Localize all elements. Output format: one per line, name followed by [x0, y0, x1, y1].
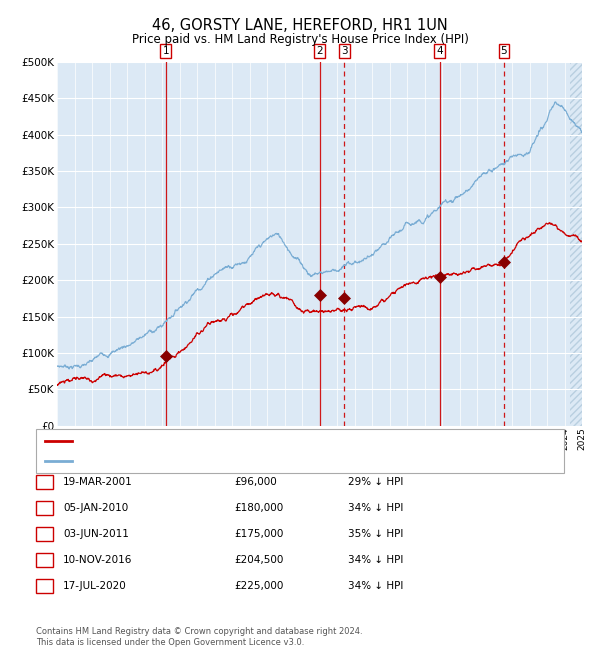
Text: 10-NOV-2016: 10-NOV-2016	[63, 555, 133, 566]
Text: £96,000: £96,000	[234, 477, 277, 488]
Text: 17-JUL-2020: 17-JUL-2020	[63, 581, 127, 592]
Text: 1: 1	[41, 477, 48, 488]
Text: 3: 3	[341, 46, 347, 57]
Text: 34% ↓ HPI: 34% ↓ HPI	[348, 503, 403, 514]
Text: 4: 4	[436, 46, 443, 57]
Text: Price paid vs. HM Land Registry's House Price Index (HPI): Price paid vs. HM Land Registry's House …	[131, 32, 469, 46]
Text: 5: 5	[41, 581, 48, 592]
Text: 34% ↓ HPI: 34% ↓ HPI	[348, 555, 403, 566]
Text: 46, GORSTY LANE, HEREFORD, HR1 1UN: 46, GORSTY LANE, HEREFORD, HR1 1UN	[152, 18, 448, 33]
Text: 35% ↓ HPI: 35% ↓ HPI	[348, 529, 403, 539]
Bar	[570, 62, 582, 426]
Text: 4: 4	[41, 555, 48, 566]
Text: 2: 2	[41, 503, 48, 514]
Text: 3: 3	[41, 529, 48, 539]
Text: £225,000: £225,000	[234, 581, 283, 592]
Text: 34% ↓ HPI: 34% ↓ HPI	[348, 581, 403, 592]
Text: 46, GORSTY LANE, HEREFORD, HR1 1UN (detached house): 46, GORSTY LANE, HEREFORD, HR1 1UN (deta…	[77, 436, 382, 447]
Text: 1: 1	[163, 46, 169, 57]
Text: 03-JUN-2011: 03-JUN-2011	[63, 529, 129, 539]
Text: HPI: Average price, detached house, Herefordshire: HPI: Average price, detached house, Here…	[77, 456, 341, 466]
Text: £180,000: £180,000	[234, 503, 283, 514]
Text: £204,500: £204,500	[234, 555, 283, 566]
Text: 05-JAN-2010: 05-JAN-2010	[63, 503, 128, 514]
Text: £175,000: £175,000	[234, 529, 283, 539]
Text: 2: 2	[316, 46, 323, 57]
Text: 19-MAR-2001: 19-MAR-2001	[63, 477, 133, 488]
Text: Contains HM Land Registry data © Crown copyright and database right 2024.
This d: Contains HM Land Registry data © Crown c…	[36, 627, 362, 647]
Text: 29% ↓ HPI: 29% ↓ HPI	[348, 477, 403, 488]
Text: 5: 5	[500, 46, 507, 57]
